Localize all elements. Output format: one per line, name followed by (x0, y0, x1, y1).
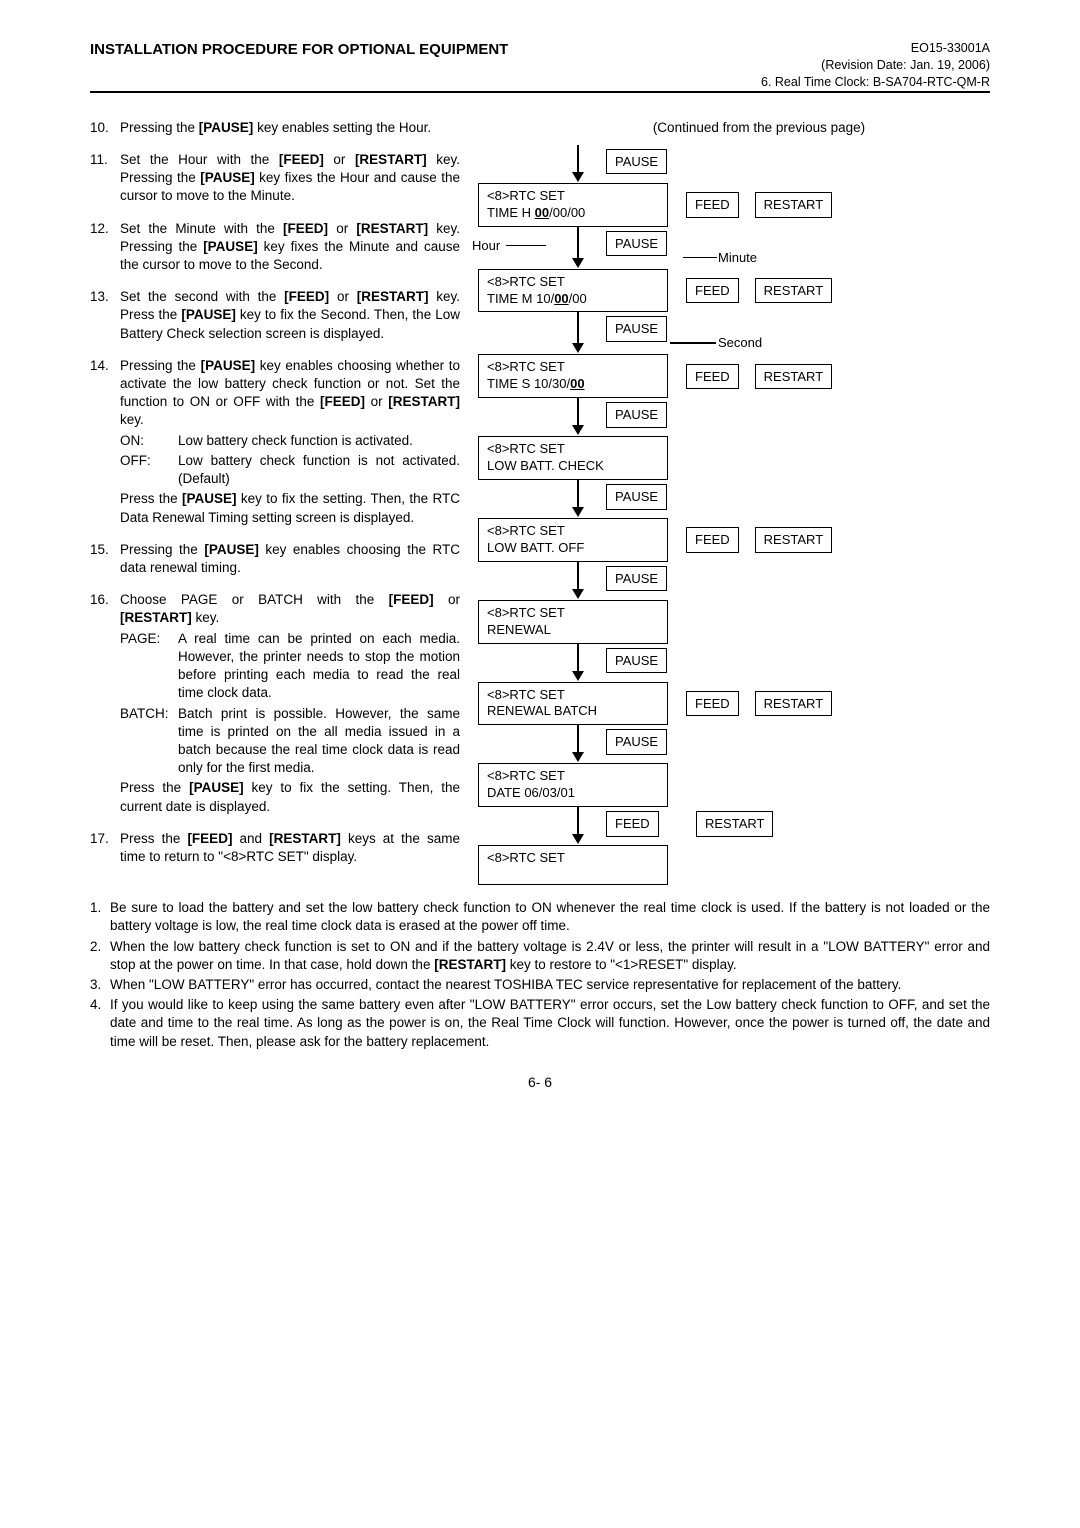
pause-key: PAUSE (606, 648, 667, 674)
supplementary-item: 2.When the low battery check function is… (90, 938, 990, 974)
lcd-line2: RENEWAL BATCH (487, 703, 659, 720)
arrow-down: PAUSE (478, 398, 990, 436)
steps-column: 10.Pressing the [PAUSE] key enables sett… (90, 119, 460, 885)
restart-key: RESTART (696, 811, 773, 837)
step-item: 12.Set the Minute with the [FEED] or [RE… (90, 220, 460, 275)
flow-row-time-m: <8>RTC SET TIME M 10/00/00 FEED RESTART (478, 269, 990, 313)
step-item: 14.Pressing the [PAUSE] key enables choo… (90, 357, 460, 527)
step-item: 15.Pressing the [PAUSE] key enables choo… (90, 541, 460, 577)
lcd-line2: TIME M 10/00/00 (487, 291, 659, 308)
page-number: 6- 6 (90, 1073, 990, 1092)
feed-key: FEED (606, 811, 659, 837)
lcd-line1: <8>RTC SET (487, 359, 659, 376)
restart-key: RESTART (755, 192, 832, 218)
lcd-line2: DATE 06/03/01 (487, 785, 659, 802)
flow-row-final: <8>RTC SET (478, 845, 990, 885)
step-item: 17.Press the [FEED] and [RESTART] keys a… (90, 830, 460, 866)
supplementary-list: 1.Be sure to load the battery and set th… (90, 899, 990, 1051)
flow-row-renewal-batch: <8>RTC SET RENEWAL BATCH FEED RESTART (478, 682, 990, 726)
arrow-down: PAUSE (478, 480, 990, 518)
pause-key: PAUSE (606, 149, 667, 175)
feed-key: FEED (686, 192, 739, 218)
arrow-down: FEED RESTART (478, 807, 990, 845)
feed-key: FEED (686, 527, 739, 553)
lcd-line1: <8>RTC SET (487, 274, 659, 291)
feed-key: FEED (686, 691, 739, 717)
display-time-m: <8>RTC SET TIME M 10/00/00 (478, 269, 668, 313)
flow-row-lowbatt-off: <8>RTC SET LOW BATT. OFF FEED RESTART (478, 518, 990, 562)
arrow-down: PAUSE (478, 562, 990, 600)
doc-number: EO15-33001A (761, 40, 990, 57)
arrow-down: PAUSE (478, 145, 990, 183)
step-item: 16.Choose PAGE or BATCH with the [FEED] … (90, 591, 460, 816)
step-item: 10.Pressing the [PAUSE] key enables sett… (90, 119, 460, 137)
flow-row-lowbatt-check: <8>RTC SET LOW BATT. CHECK (478, 436, 990, 480)
header-title: INSTALLATION PROCEDURE FOR OPTIONAL EQUI… (90, 40, 508, 60)
lcd-line2: TIME S 10/30/00 (487, 376, 659, 393)
lcd-line1: <8>RTC SET (487, 441, 659, 458)
display-time-h: <8>RTC SET TIME H 00/00/00 (478, 183, 668, 227)
supplementary-section: 1.Be sure to load the battery and set th… (90, 899, 990, 1051)
step-item: 11.Set the Hour with the [FEED] or [REST… (90, 151, 460, 206)
pause-key: PAUSE (606, 231, 667, 257)
steps-list: 10.Pressing the [PAUSE] key enables sett… (90, 119, 460, 867)
lcd-line1: <8>RTC SET (487, 523, 659, 540)
feed-key: FEED (686, 364, 739, 390)
flow-row-renewal: <8>RTC SET RENEWAL (478, 600, 990, 644)
supplementary-item: 3.When "LOW BATTERY" error has occurred,… (90, 976, 990, 994)
second-label: Second (718, 334, 762, 352)
main-content: 10.Pressing the [PAUSE] key enables sett… (90, 119, 990, 885)
lcd-line1: <8>RTC SET (487, 850, 659, 867)
flow-row-date: <8>RTC SET DATE 06/03/01 (478, 763, 990, 807)
pause-key: PAUSE (606, 402, 667, 428)
pause-key: PAUSE (606, 566, 667, 592)
hour-label: Hour (472, 237, 500, 255)
display-date: <8>RTC SET DATE 06/03/01 (478, 763, 668, 807)
minute-label: Minute (718, 249, 757, 267)
lcd-line1: <8>RTC SET (487, 188, 659, 205)
step-item: 13.Set the second with the [FEED] or [RE… (90, 288, 460, 343)
continued-label: (Continued from the previous page) (528, 119, 990, 137)
arrow-down: PAUSE (478, 725, 990, 763)
lcd-line2: RENEWAL (487, 622, 659, 639)
lcd-line1: <8>RTC SET (487, 605, 659, 622)
lcd-line2: TIME H 00/00/00 (487, 205, 659, 222)
arrow-down: PAUSE Second (478, 312, 990, 354)
header-meta: EO15-33001A (Revision Date: Jan. 19, 200… (761, 40, 990, 91)
page-header: INSTALLATION PROCEDURE FOR OPTIONAL EQUI… (90, 40, 990, 93)
flowchart-column: (Continued from the previous page) PAUSE… (478, 119, 990, 885)
supplementary-item: 1.Be sure to load the battery and set th… (90, 899, 990, 935)
flow-row-time-h: <8>RTC SET TIME H 00/00/00 FEED RESTART (478, 183, 990, 227)
revision-date: (Revision Date: Jan. 19, 2006) (761, 57, 990, 74)
flowchart: PAUSE <8>RTC SET TIME H 00/00/00 FEED RE… (478, 145, 990, 885)
lcd-line2: LOW BATT. CHECK (487, 458, 659, 475)
pause-key: PAUSE (606, 484, 667, 510)
arrow-down: Hour PAUSE Minute (478, 227, 990, 269)
supplementary-item: 4.If you would like to keep using the sa… (90, 996, 990, 1051)
flow-row-time-s: <8>RTC SET TIME S 10/30/00 FEED RESTART (478, 354, 990, 398)
restart-key: RESTART (755, 364, 832, 390)
feed-key: FEED (686, 278, 739, 304)
display-renewal: <8>RTC SET RENEWAL (478, 600, 668, 644)
lcd-line2: LOW BATT. OFF (487, 540, 659, 557)
arrow-down: PAUSE (478, 644, 990, 682)
display-renewal-batch: <8>RTC SET RENEWAL BATCH (478, 682, 668, 726)
display-lowbatt-off: <8>RTC SET LOW BATT. OFF (478, 518, 668, 562)
restart-key: RESTART (755, 278, 832, 304)
restart-key: RESTART (755, 527, 832, 553)
restart-key: RESTART (755, 691, 832, 717)
pause-key: PAUSE (606, 316, 667, 342)
lcd-line1: <8>RTC SET (487, 687, 659, 704)
pause-key: PAUSE (606, 729, 667, 755)
lcd-line1: <8>RTC SET (487, 768, 659, 785)
display-lowbatt-check: <8>RTC SET LOW BATT. CHECK (478, 436, 668, 480)
display-final: <8>RTC SET (478, 845, 668, 885)
display-time-s: <8>RTC SET TIME S 10/30/00 (478, 354, 668, 398)
header-rule (90, 91, 990, 93)
section-name: 6. Real Time Clock: B-SA704-RTC-QM-R (761, 74, 990, 91)
